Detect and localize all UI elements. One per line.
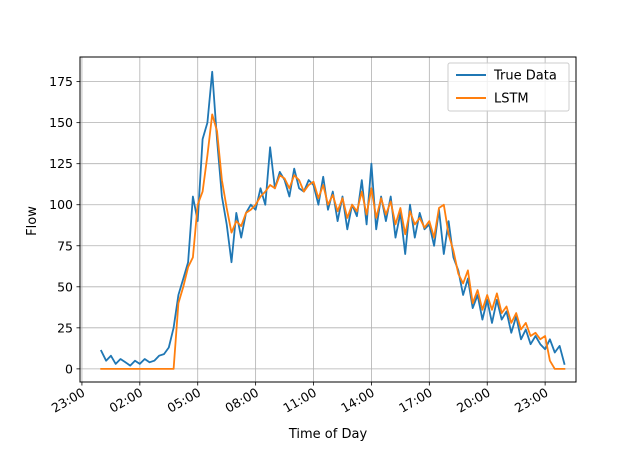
y-tick-label: 125 xyxy=(49,156,73,171)
y-tick-label: 75 xyxy=(57,238,73,253)
x-tick-label: 08:00 xyxy=(222,385,261,416)
y-tick-label: 175 xyxy=(49,74,73,89)
x-tick-label: 14:00 xyxy=(338,385,377,416)
y-tick-label: 25 xyxy=(57,320,73,335)
x-tick-label: 17:00 xyxy=(396,385,435,416)
series-layer xyxy=(99,70,566,370)
y-tick-label: 150 xyxy=(49,115,73,130)
legend-label-true-data: True Data xyxy=(493,69,557,84)
legend: True Data LSTM xyxy=(447,62,570,112)
x-tick-label: 20:00 xyxy=(454,385,493,416)
y-tick-label: 0 xyxy=(65,361,73,376)
legend-label-lstm: LSTM xyxy=(494,92,529,107)
x-tick-label: 02:00 xyxy=(107,385,146,416)
x-tick-label: 23:00 xyxy=(49,385,88,416)
x-axis-ticks: 23:00 02:00 05:00 08:00 11:00 14:00 17:00 20:00… xyxy=(49,382,551,416)
x-tick-label: 05:00 xyxy=(165,385,204,416)
plot-frame xyxy=(79,56,577,383)
y-tick-label: 100 xyxy=(49,197,73,212)
y-tick-label: 50 xyxy=(57,279,73,294)
series-line-lstm xyxy=(100,113,566,370)
y-axis-label: Flow xyxy=(25,206,40,236)
x-tick-label: 23:00 xyxy=(512,385,551,416)
series-line-true-data xyxy=(99,70,566,367)
x-tick-label: 11:00 xyxy=(280,385,319,416)
y-axis-ticks: 0 25 50 75 100 125 150 175 xyxy=(49,74,80,376)
x-axis-label: Time of Day xyxy=(288,427,368,442)
